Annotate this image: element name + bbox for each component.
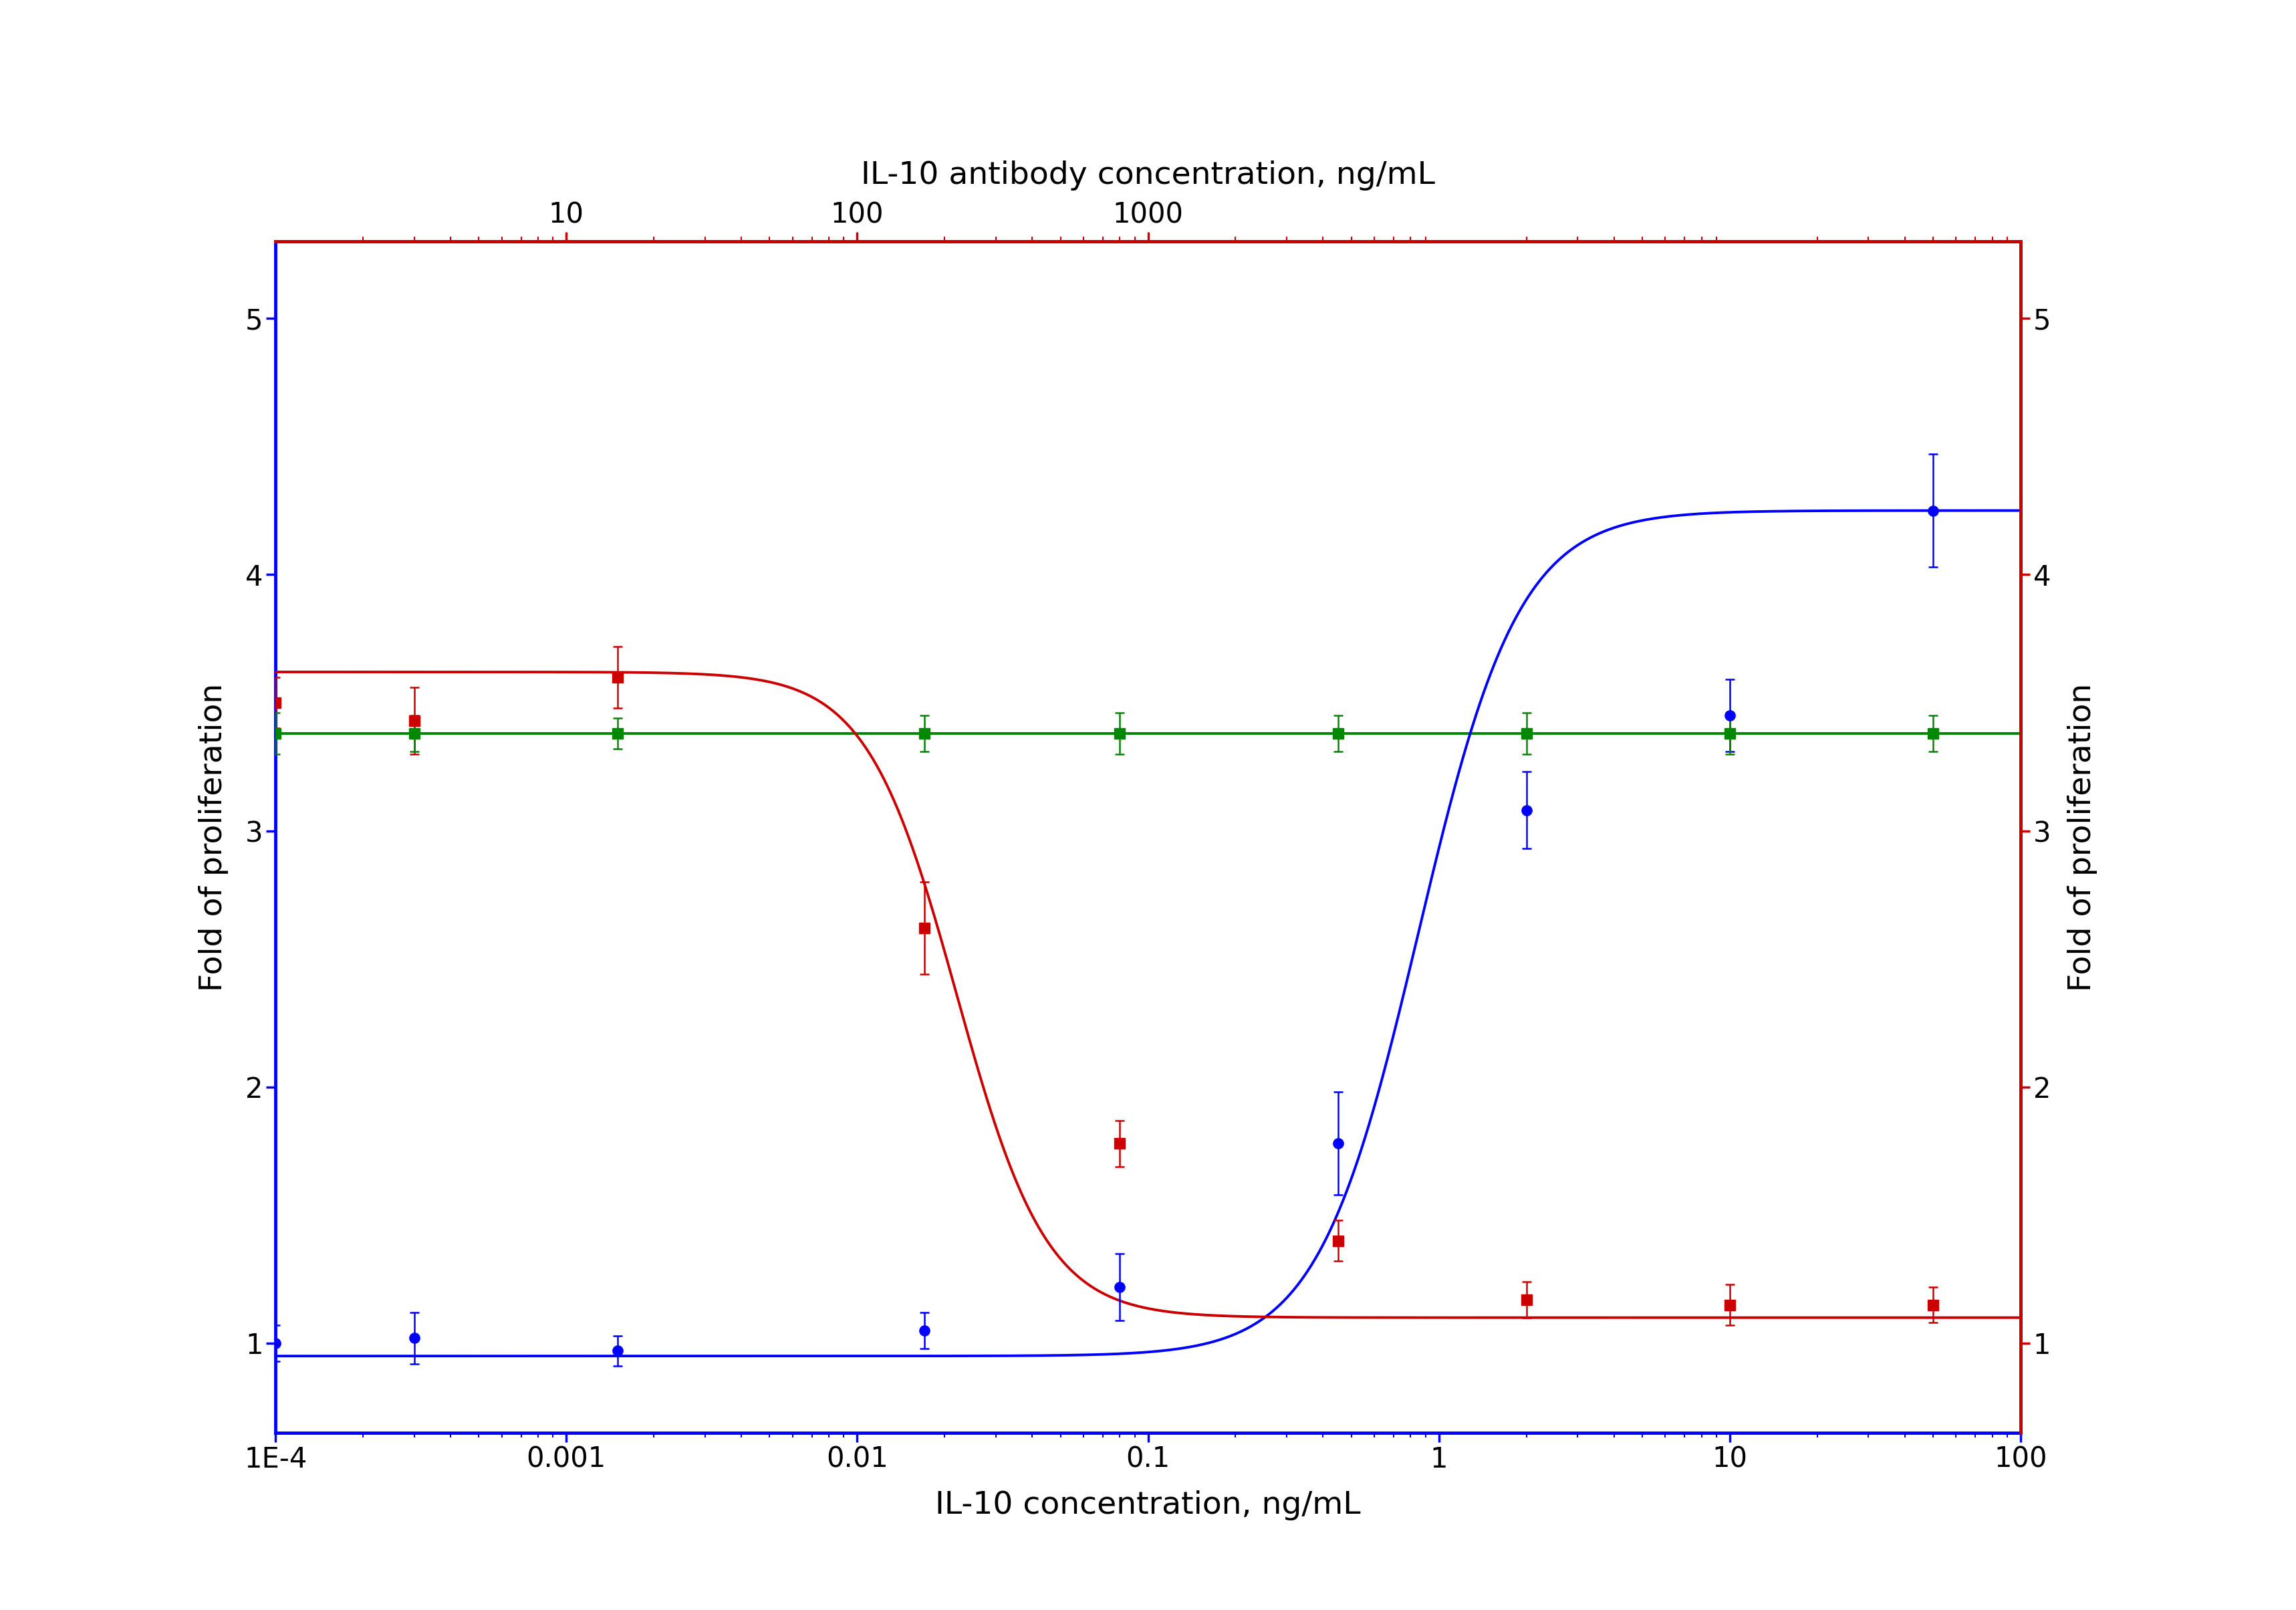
X-axis label: IL-10 antibody concentration, ng/mL: IL-10 antibody concentration, ng/mL: [861, 161, 1435, 192]
X-axis label: IL-10 concentration, ng/mL: IL-10 concentration, ng/mL: [934, 1491, 1362, 1520]
Y-axis label: Fold of proliferation: Fold of proliferation: [2066, 683, 2099, 992]
Y-axis label: Fold of proliferation: Fold of proliferation: [197, 683, 230, 992]
